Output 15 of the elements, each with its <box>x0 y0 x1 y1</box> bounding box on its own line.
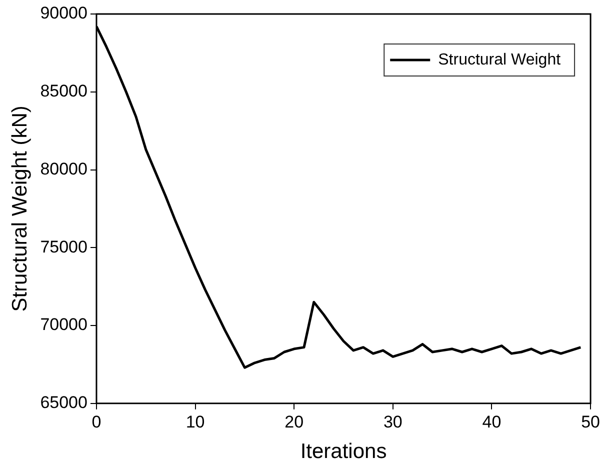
y-tick-label: 80000 <box>40 159 88 178</box>
y-tick-label: 85000 <box>40 82 88 101</box>
legend-label: Structural Weight <box>438 51 562 68</box>
x-tick-label: 40 <box>482 412 502 432</box>
y-tick-label: 70000 <box>40 315 88 334</box>
y-axis-title: Structural Weight (kN) <box>8 106 32 312</box>
x-tick-label: 30 <box>383 412 402 432</box>
x-axis-title: Iterations <box>300 440 387 464</box>
y-tick-label: 90000 <box>40 4 88 23</box>
x-tick-label: 20 <box>284 412 304 432</box>
x-tick-label: 50 <box>581 412 600 432</box>
y-tick-label: 75000 <box>40 237 88 256</box>
x-tick-label: 0 <box>92 412 102 432</box>
y-tick-label: 65000 <box>40 393 88 412</box>
x-tick-label: 10 <box>186 412 205 432</box>
